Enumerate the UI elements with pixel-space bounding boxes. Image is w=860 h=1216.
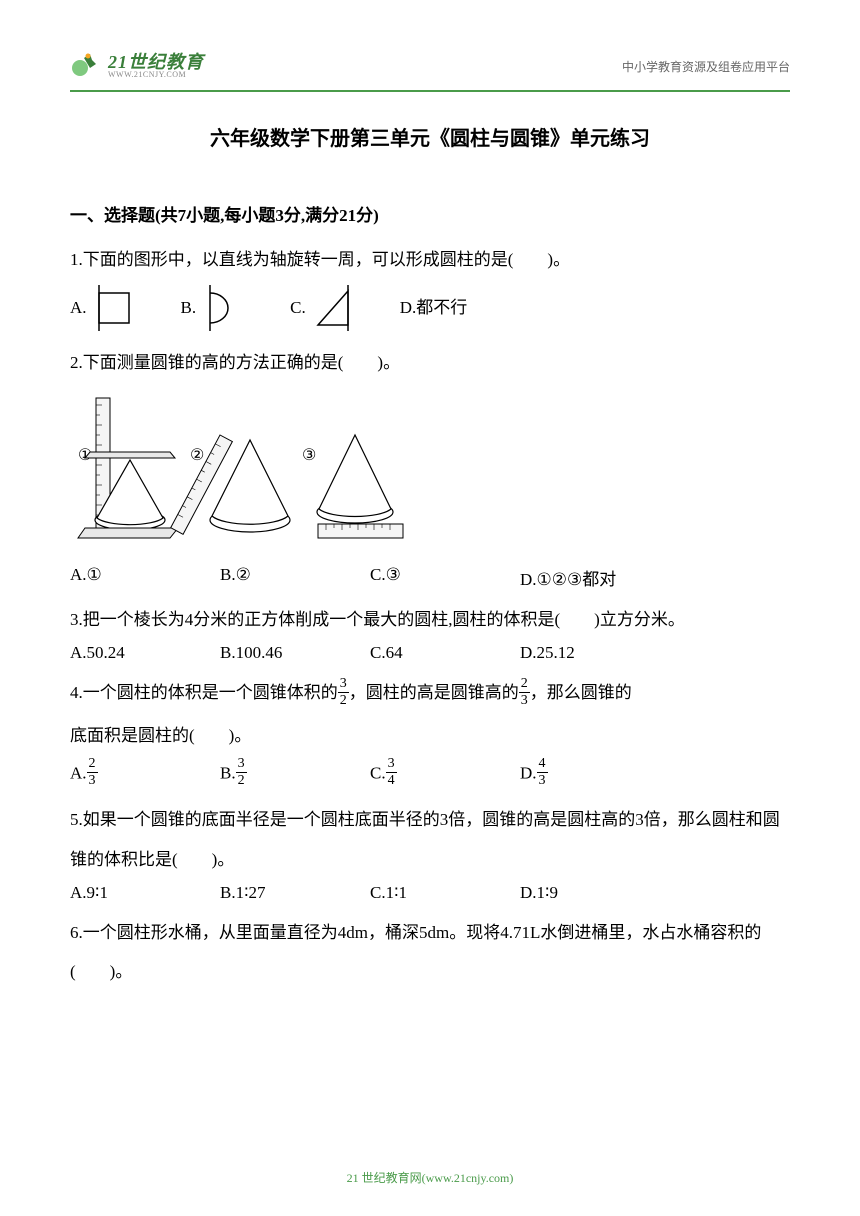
logo-text: 21世纪教育 WWW.21CNJY.COM [108, 53, 204, 79]
question-1-options: A. B. C. D.都不行 [70, 283, 790, 333]
page-footer: 21 世纪教育网(www.21cnjy.com) [0, 1169, 860, 1186]
q4-frac1: 32 [338, 677, 349, 708]
diagram-label-2: ② [190, 447, 204, 464]
q5-option-a: A.9∶1 [70, 883, 220, 903]
q4-frac2: 23 [519, 677, 530, 708]
q1-optB-label: B. [181, 291, 197, 325]
question-1-text: 1.下面的图形中，以直线为轴旋转一周，可以形成圆柱的是( )。 [70, 240, 790, 279]
logo-area: 21世纪教育 WWW.21CNJY.COM [70, 50, 204, 82]
q5-option-b: B.1∶27 [220, 883, 370, 903]
header-divider [70, 90, 790, 92]
logo-sub-text: WWW.21CNJY.COM [108, 71, 204, 79]
q4-option-c: C.34 [370, 759, 520, 790]
q4-prefix: 4.一个圆柱的体积是一个圆锥体积的 [70, 683, 338, 702]
question-4-text: 4.一个圆柱的体积是一个圆锥体积的32，圆柱的高是圆锥高的23，那么圆锥的 [70, 673, 790, 712]
q1-optD-label: D.都不行 [400, 291, 468, 325]
q1-option-b: B. [181, 283, 251, 333]
semicircle-shape-icon [200, 283, 250, 333]
footer-text: 21 世纪教育网(www.21cnjy.com) [347, 1171, 514, 1185]
q1-optA-label: A. [70, 291, 87, 325]
question-4-line2: 底面积是圆柱的( )。 [70, 716, 790, 755]
q3-option-b: B.100.46 [220, 643, 370, 663]
question-2-options: A.① B.② C.③ D.①②③都对 [70, 565, 790, 590]
q1-option-a: A. [70, 283, 141, 333]
q3-option-d: D.25.12 [520, 643, 670, 663]
q1-option-c: C. [290, 283, 360, 333]
question-2-text: 2.下面测量圆锥的高的方法正确的是( )。 [70, 343, 790, 382]
q4-option-b: B.32 [220, 759, 370, 790]
q4-option-a: A.23 [70, 759, 220, 790]
section-1-header: 一、选择题(共7小题,每小题3分,满分21分) [70, 201, 790, 226]
q5-option-c: C.1∶1 [370, 883, 520, 903]
triangle-shape-icon [310, 283, 360, 333]
page-title: 六年级数学下册第三单元《圆柱与圆锥》单元练习 [70, 122, 790, 151]
header-right-text: 中小学教育资源及组卷应用平台 [622, 58, 790, 75]
q3-option-c: C.64 [370, 643, 520, 663]
q4-option-d: D.43 [520, 759, 670, 790]
q4-suffix: ，那么圆锥的 [530, 683, 632, 702]
q5-option-d: D.1∶9 [520, 883, 670, 903]
question-4-options: A.23 B.32 C.34 D.43 [70, 759, 790, 790]
q2-option-a: A.① [70, 565, 220, 590]
q3-option-a: A.50.24 [70, 643, 220, 663]
logo-main-text: 21世纪教育 [108, 53, 204, 71]
q4-mid: ，圆柱的高是圆锥高的 [349, 683, 519, 702]
rectangle-shape-icon [91, 283, 141, 333]
question-3-text: 3.把一个棱长为4分米的正方体削成一个最大的圆柱,圆柱的体积是( )立方分米。 [70, 600, 790, 639]
diagram-label-3: ③ [302, 447, 316, 464]
q2-option-b: B.② [220, 565, 370, 590]
cone-measurement-diagram: ① ② ③ [70, 390, 790, 555]
question-6-text: 6.一个圆柱形水桶，从里面量直径为4dm，桶深5dm。现将4.71L水倒进桶里，… [70, 913, 790, 991]
page-header: 21世纪教育 WWW.21CNJY.COM 中小学教育资源及组卷应用平台 [70, 50, 790, 82]
question-5-text: 5.如果一个圆锥的底面半径是一个圆柱底面半径的3倍，圆锥的高是圆柱高的3倍，那么… [70, 800, 790, 878]
logo-icon [70, 50, 102, 82]
q2-option-d: D.①②③都对 [520, 565, 670, 590]
question-5-options: A.9∶1 B.1∶27 C.1∶1 D.1∶9 [70, 883, 790, 903]
q1-optC-label: C. [290, 291, 306, 325]
q1-option-d: D.都不行 [400, 291, 468, 325]
question-3-options: A.50.24 B.100.46 C.64 D.25.12 [70, 643, 790, 663]
q2-option-c: C.③ [370, 565, 520, 590]
